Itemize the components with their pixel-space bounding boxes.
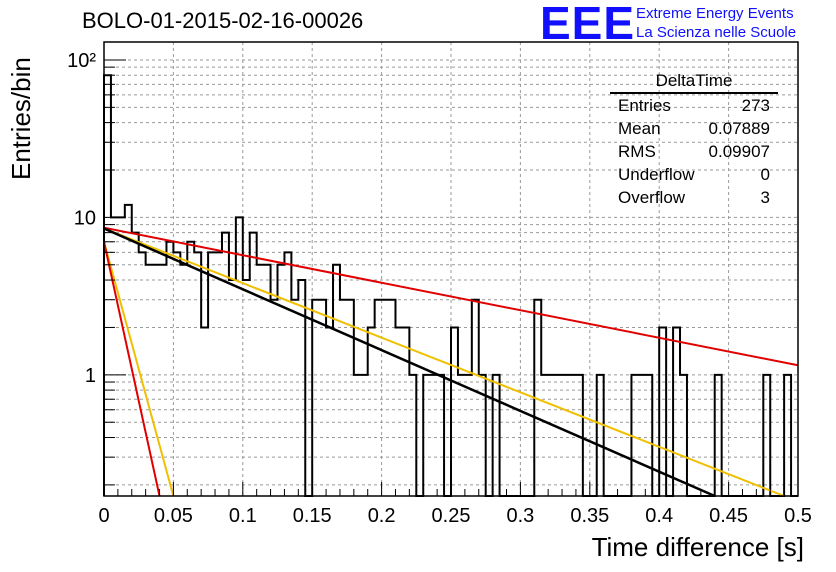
chart-title: BOLO-01-2015-02-16-00026	[82, 8, 364, 33]
x-tick-label: 0.3	[506, 505, 534, 527]
stats-value: 0.07889	[708, 119, 770, 138]
y-tick-label: 1	[85, 365, 96, 387]
y-tick-label: 10²	[67, 50, 96, 72]
stats-label: Entries	[618, 96, 671, 115]
stats-value: 0.09907	[708, 142, 770, 161]
y-tick-label: 10	[74, 207, 96, 229]
stats-label: Underflow	[618, 165, 695, 184]
logo-caption: Extreme Energy Events La Scienza nelle S…	[636, 4, 796, 42]
grid-lines	[104, 42, 798, 496]
fit-line-5	[103, 241, 161, 497]
stats-label: Overflow	[618, 188, 686, 207]
stats-box: DeltaTime Entries 273 Mean 0.07889 RMS 0…	[610, 70, 778, 209]
stats-row-rms: RMS 0.09907	[610, 140, 778, 163]
x-tick-label: 0.15	[293, 505, 332, 527]
fit-line-2	[103, 227, 785, 497]
x-tick-label: 0.45	[709, 505, 748, 527]
stats-value: 273	[741, 96, 770, 115]
tick-labels: 0 0.05 0.1 0.15 0.2 0.25 0.3 0.35 0.4 0.45 0.5 1 10 1…	[67, 50, 812, 527]
logo-line-2: La Scienza nelle Scuole	[636, 24, 797, 41]
x-tick-label: 0.1	[229, 505, 257, 527]
x-tick-label: 0.05	[154, 505, 193, 527]
x-tick-label: 0.5	[784, 505, 812, 527]
eee-logo: EEE	[540, 0, 636, 49]
stats-row-entries: Entries 273	[610, 94, 778, 117]
logo-line-1: Extreme Energy Events	[636, 5, 794, 22]
axis-ticks	[103, 59, 799, 496]
stats-row-mean: Mean 0.07889	[610, 117, 778, 140]
stats-value: 3	[760, 188, 770, 207]
x-axis-label: Time difference [s]	[591, 532, 804, 562]
x-tick-label: 0.25	[432, 505, 471, 527]
x-tick-label: 0.35	[570, 505, 609, 527]
stats-label: RMS	[618, 142, 656, 161]
stats-row-overflow: Overflow 3	[610, 186, 778, 209]
y-axis-label: Entries/bin	[6, 57, 36, 180]
stats-value: 0	[760, 165, 770, 184]
fit-line-1	[103, 226, 799, 367]
stats-title: DeltaTime	[610, 70, 778, 94]
fit-line-4	[103, 241, 175, 497]
stats-label: Mean	[618, 119, 661, 138]
fit-line-3	[103, 227, 716, 498]
x-tick-label: 0.2	[368, 505, 396, 527]
x-tick-label: 0.4	[645, 505, 673, 527]
x-tick-label: 0	[98, 505, 109, 527]
fit-lines	[103, 226, 799, 498]
stats-row-underflow: Underflow 0	[610, 163, 778, 186]
